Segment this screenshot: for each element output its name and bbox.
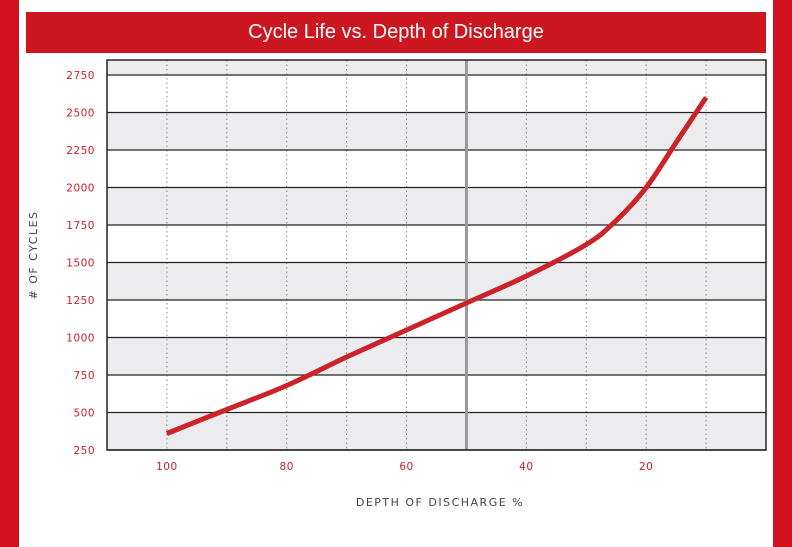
y-tick-label: 1000 bbox=[66, 333, 95, 345]
plot-band bbox=[107, 112, 766, 150]
plot-band bbox=[107, 187, 766, 225]
x-tick-label: 60 bbox=[399, 461, 413, 473]
plot-frame bbox=[106, 59, 767, 451]
plot-band bbox=[107, 375, 766, 413]
plot-band bbox=[107, 225, 766, 263]
y-tick-label: 1750 bbox=[66, 220, 95, 232]
plot-band bbox=[107, 337, 766, 375]
y-tick-label: 500 bbox=[73, 408, 95, 420]
y-axis-label: # OF CYCLES bbox=[27, 210, 40, 299]
series-group bbox=[165, 96, 709, 436]
x-tick-labels: 100 80 60 40 20 bbox=[156, 461, 653, 473]
y-tick-label: 2250 bbox=[66, 145, 95, 157]
plot-band bbox=[107, 150, 766, 188]
x-tick-label: 40 bbox=[519, 461, 533, 473]
y-tick-label: 2000 bbox=[66, 183, 95, 195]
chart-title: Cycle Life vs. Depth of Discharge bbox=[26, 12, 766, 53]
x-axis-label: DEPTH OF DISCHARGE % bbox=[356, 496, 524, 509]
plot-band bbox=[107, 412, 766, 450]
x-tick-label: 100 bbox=[156, 461, 178, 473]
y-tick-label: 250 bbox=[73, 445, 95, 457]
y-tick-label: 1250 bbox=[66, 295, 95, 307]
y-tick-label: 2750 bbox=[66, 70, 95, 82]
plot-band bbox=[107, 262, 766, 300]
y-tick-label: 2500 bbox=[66, 108, 95, 120]
x-tick-label: 20 bbox=[639, 461, 653, 473]
series-line bbox=[165, 96, 709, 436]
plot-band bbox=[107, 60, 766, 75]
y-tick-label: 1500 bbox=[66, 258, 95, 270]
y-tick-labels: 250 500 750 1000 1250 1500 1750 2000 2250 2500 275… bbox=[66, 70, 95, 457]
vertical-gridlines bbox=[166, 60, 707, 450]
x-tick-label: 80 bbox=[280, 461, 294, 473]
plot-bands bbox=[107, 60, 766, 450]
y-tick-label: 750 bbox=[73, 370, 95, 382]
plot-band bbox=[107, 75, 766, 113]
